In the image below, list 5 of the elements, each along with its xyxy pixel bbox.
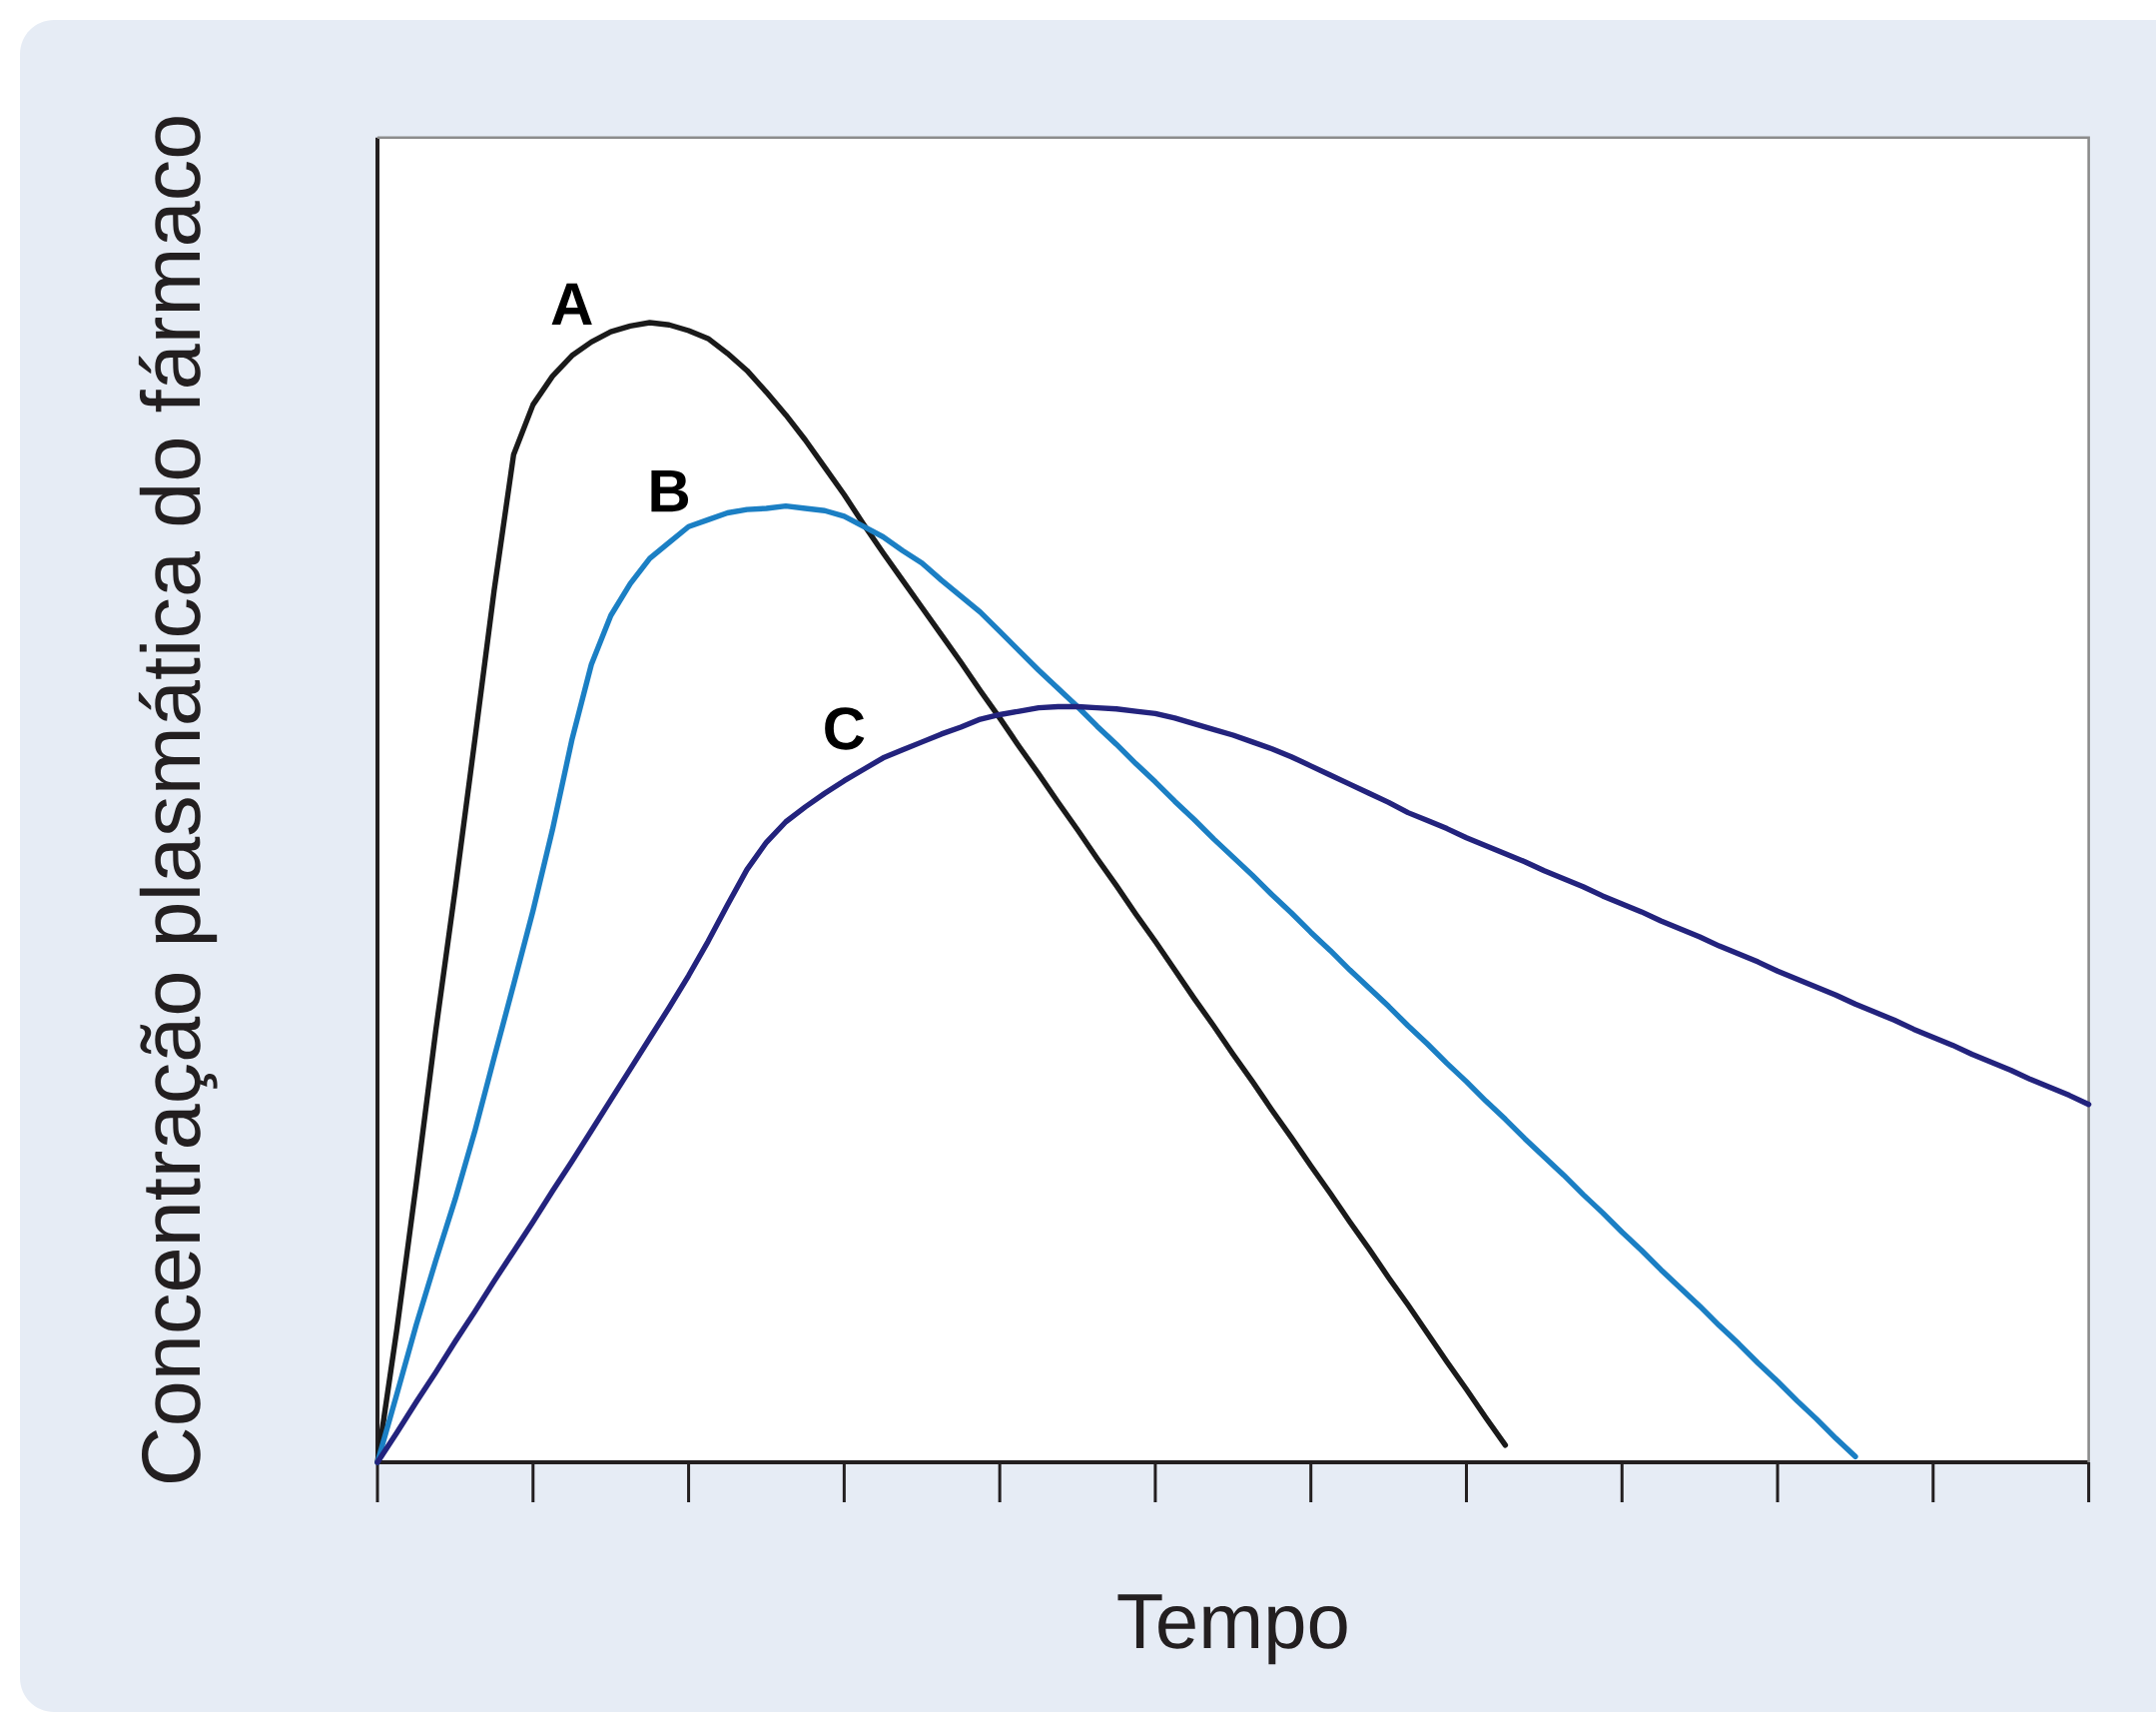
series-label: A [551, 283, 592, 326]
y-axis-title: Concentração plasmática do fármaco [138, 117, 218, 1483]
x-axis-title: Tempo [1117, 1594, 1347, 1665]
series-label: C [825, 707, 865, 750]
series-label: B [651, 469, 689, 512]
